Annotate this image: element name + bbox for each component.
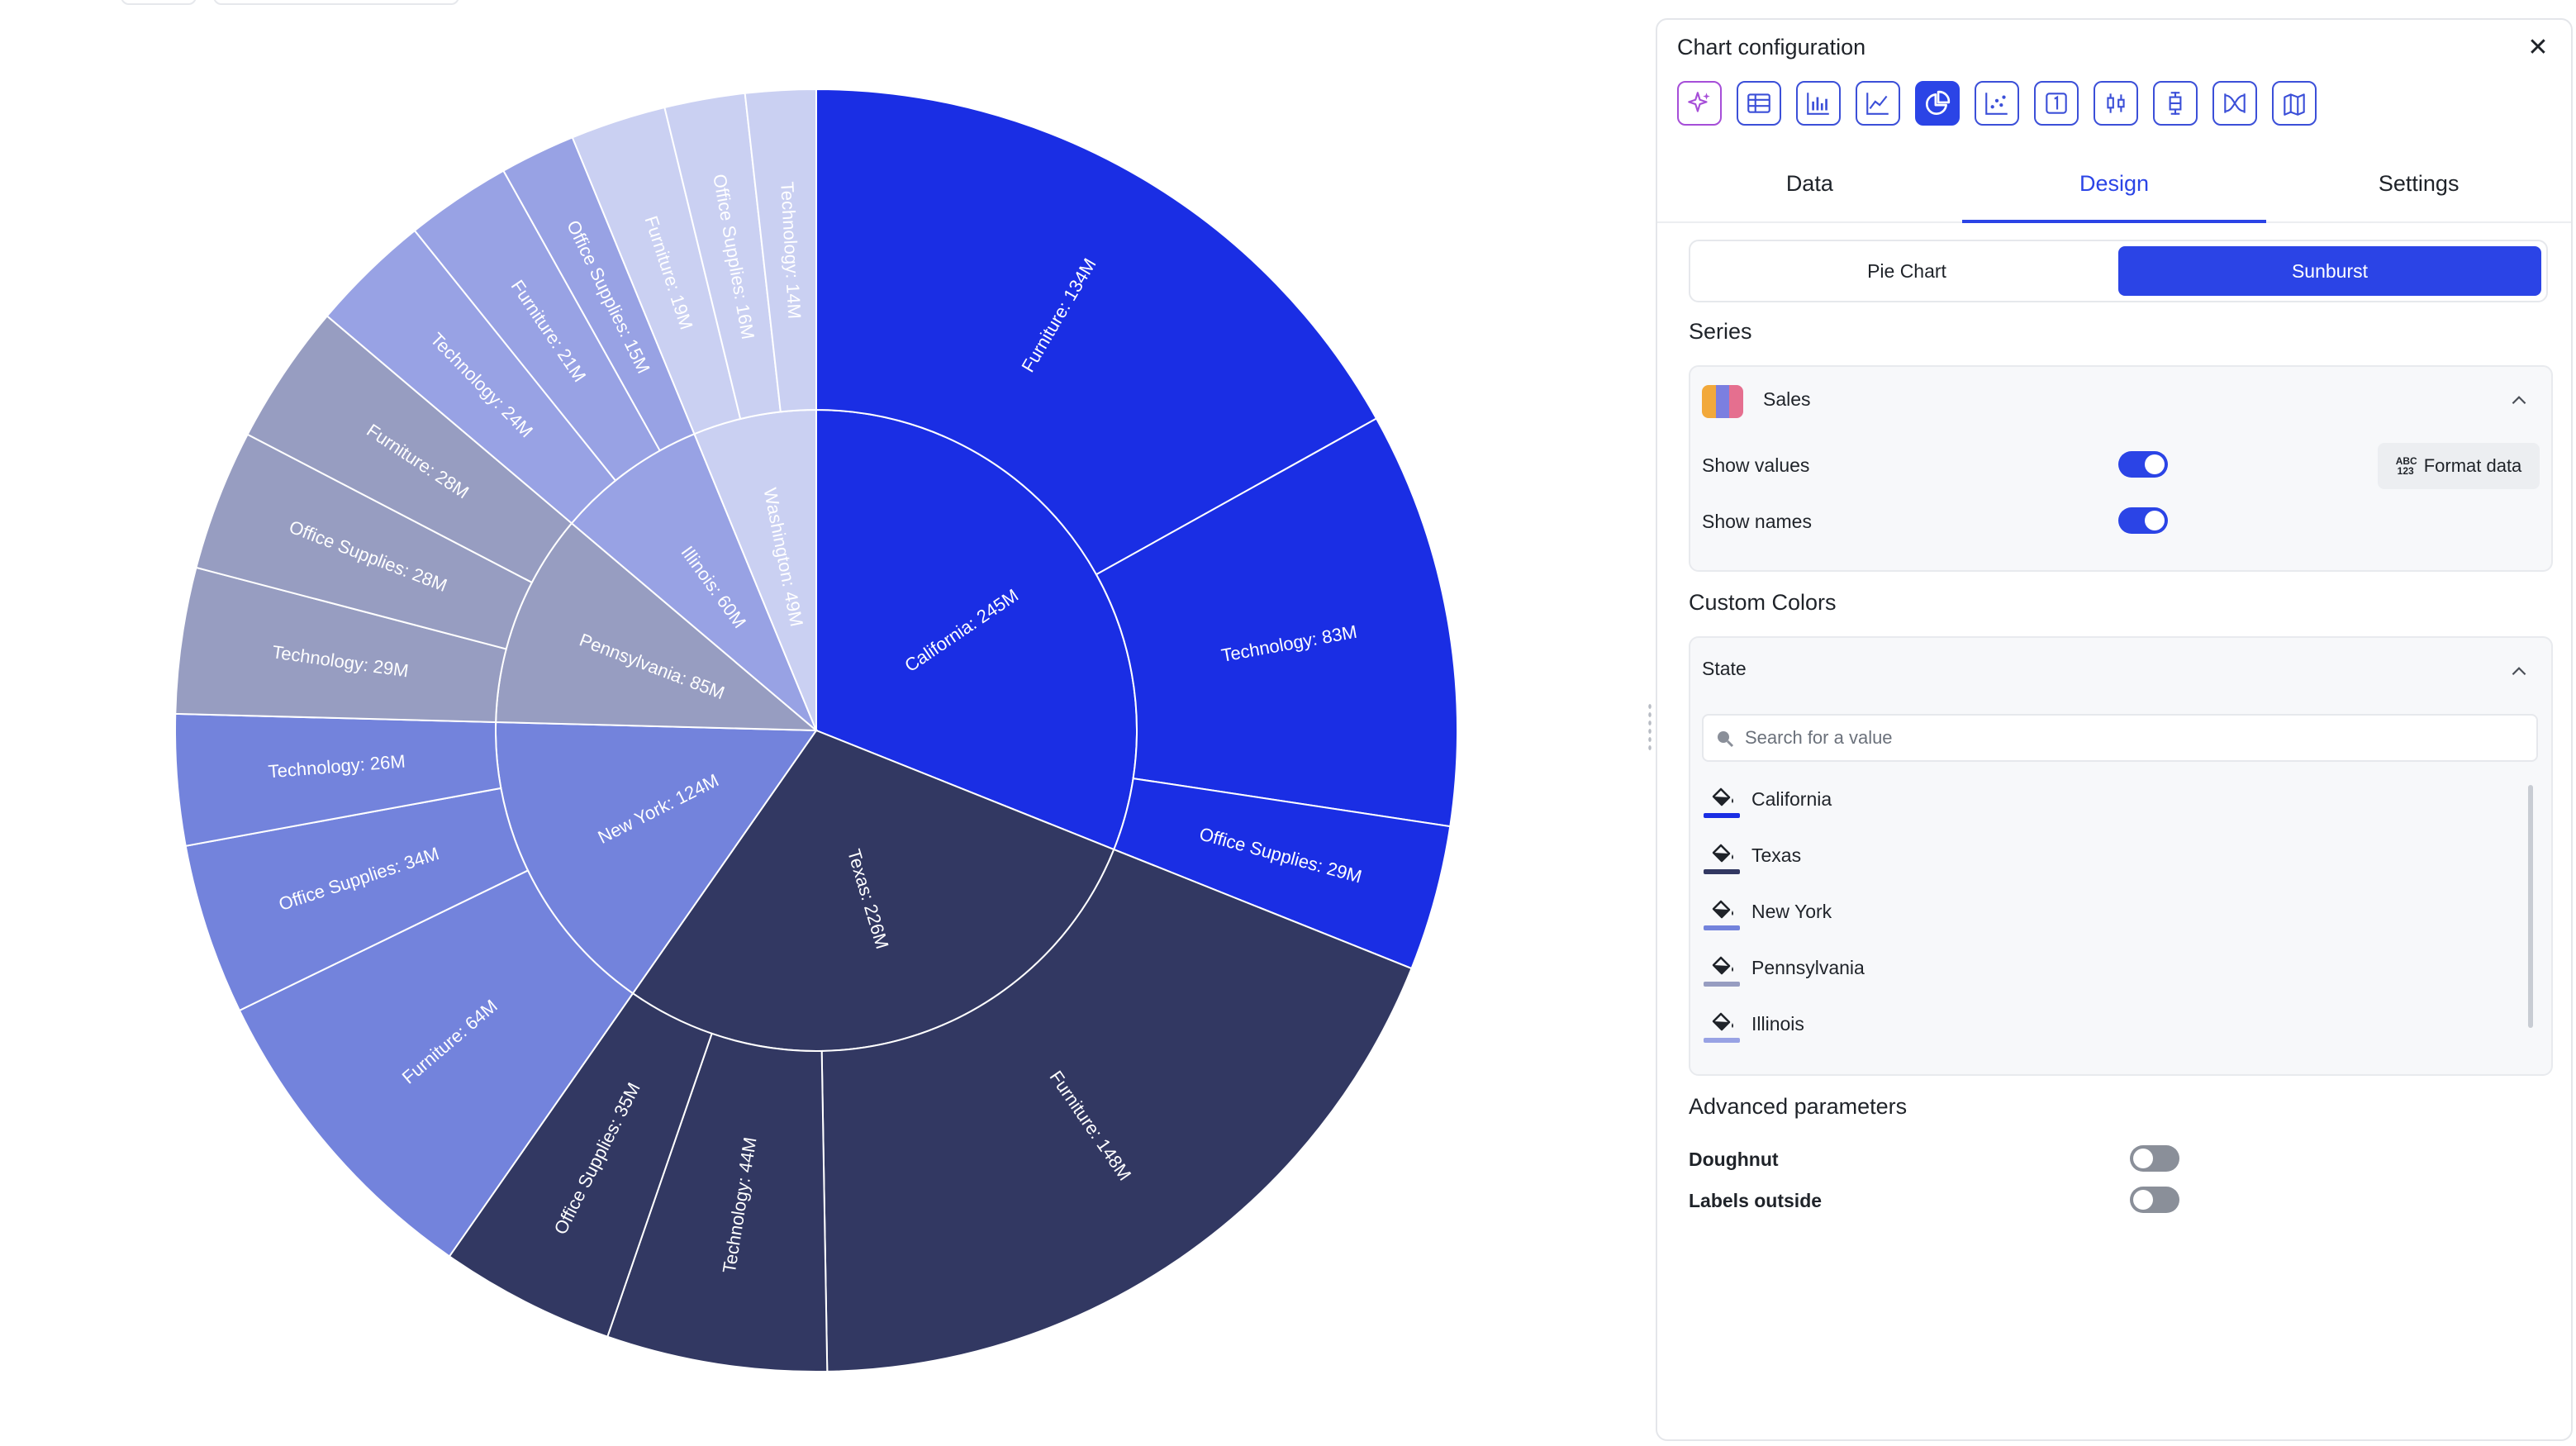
format-data-label: Format data: [2423, 455, 2522, 476]
show-names-label: Show names: [1702, 511, 1812, 532]
tab-data[interactable]: Data: [1785, 171, 1833, 196]
chart-configuration-panel: Chart configuration ✕: [1656, 18, 2573, 1441]
color-item-name: Illinois: [1751, 1013, 1804, 1035]
show-values-toggle[interactable]: [2118, 451, 2168, 478]
series-section-title: Series: [1689, 319, 1752, 344]
search-icon: [1718, 731, 1734, 748]
paint-bucket-icon: [1704, 844, 1740, 874]
sankey-icon: [2224, 93, 2246, 113]
color-field-label: State: [1702, 658, 1747, 679]
color-item-california[interactable]: California: [1702, 780, 2445, 821]
ai-sparkle-icon: [1688, 92, 1710, 112]
table-icon: [1747, 93, 1770, 113]
chart-type-number-button[interactable]: [2034, 81, 2079, 126]
pie-chart-option[interactable]: Pie Chart: [1867, 260, 1946, 282]
chart-type-bar-button[interactable]: [1796, 81, 1841, 126]
doughnut-toggle[interactable]: [2130, 1145, 2179, 1172]
bar-chart-icon: [1807, 93, 1829, 115]
custom-colors-card: State California Texas New York Pennsylv…: [1689, 636, 2553, 1076]
color-item-name: Pennsylvania: [1751, 957, 1865, 978]
chart-type-ai-button[interactable]: [1677, 81, 1722, 126]
labels-outside-label: Labels outside: [1689, 1190, 1823, 1211]
show-values-label: Show values: [1702, 454, 1810, 476]
scatter-chart-icon: [1985, 93, 2008, 115]
series-card: Sales Show values ABC 123 Format data Sh…: [1689, 365, 2553, 572]
paint-bucket-icon: [1704, 787, 1740, 818]
color-search-input[interactable]: [1745, 722, 2521, 754]
color-list-scrollbar[interactable]: [2528, 785, 2533, 1028]
panel-tabs: Data Design Settings: [1657, 152, 2571, 223]
chart-type-sankey-button[interactable]: [2212, 81, 2257, 126]
chevron-up-icon[interactable]: [2508, 661, 2530, 683]
number-kpi-icon: [2046, 93, 2067, 114]
sunburst-segment-california-technology[interactable]: [1095, 417, 1458, 828]
abc-123-icon: ABC 123: [2395, 455, 2417, 477]
boxplot-icon: [2169, 92, 2182, 115]
color-item-name: New York: [1751, 901, 1832, 922]
chart-type-candlestick-button[interactable]: [2094, 81, 2138, 126]
candlestick-icon: [2107, 93, 2125, 113]
close-button[interactable]: ✕: [2523, 33, 2553, 63]
chart-type-map-button[interactable]: [2272, 81, 2317, 126]
show-names-toggle[interactable]: [2118, 507, 2168, 534]
paint-bucket-icon: [1704, 900, 1740, 930]
chart-type-selector: [1677, 81, 2317, 126]
sunburst-segment-texas-furniture[interactable]: [820, 848, 1413, 1372]
chart-type-table-button[interactable]: [1737, 81, 1781, 126]
color-item-pennsylvania[interactable]: Pennsylvania: [1702, 949, 2445, 990]
doughnut-label: Doughnut: [1689, 1149, 1779, 1170]
color-item-texas[interactable]: Texas: [1702, 836, 2445, 878]
chart-type-line-button[interactable]: [1856, 81, 1900, 126]
color-item-name: Texas: [1751, 844, 1802, 866]
series-color-swatch[interactable]: [1702, 385, 1743, 418]
tab-settings[interactable]: Settings: [2378, 171, 2460, 196]
close-icon: ✕: [2527, 34, 2549, 61]
color-item-illinois[interactable]: Illinois: [1702, 1005, 2445, 1046]
chart-type-pie-button[interactable]: [1915, 81, 1960, 126]
panel-title: Chart configuration: [1677, 35, 1866, 59]
advanced-parameters-title: Advanced parameters: [1689, 1094, 1908, 1119]
sunburst-option[interactable]: Sunburst: [2118, 246, 2541, 296]
sunburst-segment-washington-technology[interactable]: [744, 88, 817, 413]
map-icon: [2284, 93, 2305, 116]
tab-design[interactable]: Design: [1961, 152, 2267, 223]
color-search-box: [1702, 714, 2538, 762]
paint-bucket-icon: [1704, 956, 1740, 987]
sunburst-segment-california-furniture[interactable]: [815, 88, 1378, 576]
color-item-new-york[interactable]: New York: [1702, 892, 2445, 934]
sunburst-segment-new-york-furniture[interactable]: [238, 869, 634, 1258]
chart-type-boxplot-button[interactable]: [2153, 81, 2198, 126]
chart-area: California: 245M Furniture: 134M Technolog…: [121, 0, 1458, 1372]
custom-colors-title: Custom Colors: [1689, 590, 1837, 615]
color-item-name: California: [1751, 788, 1832, 810]
series-name: Sales: [1763, 388, 1811, 410]
pie-chart-icon: [1925, 90, 1951, 116]
labels-outside-toggle[interactable]: [2130, 1187, 2179, 1213]
line-chart-icon: [1866, 93, 1889, 115]
chart-subtype-toggle: Pie Chart Sunburst: [1689, 240, 2548, 302]
panel-resize-handle[interactable]: [1647, 702, 1652, 752]
chevron-up-icon[interactable]: [2508, 390, 2530, 411]
paint-bucket-icon: [1704, 1012, 1740, 1043]
format-data-button[interactable]: ABC 123 Format data: [2378, 443, 2540, 489]
chart-type-scatter-button[interactable]: [1975, 81, 2019, 126]
